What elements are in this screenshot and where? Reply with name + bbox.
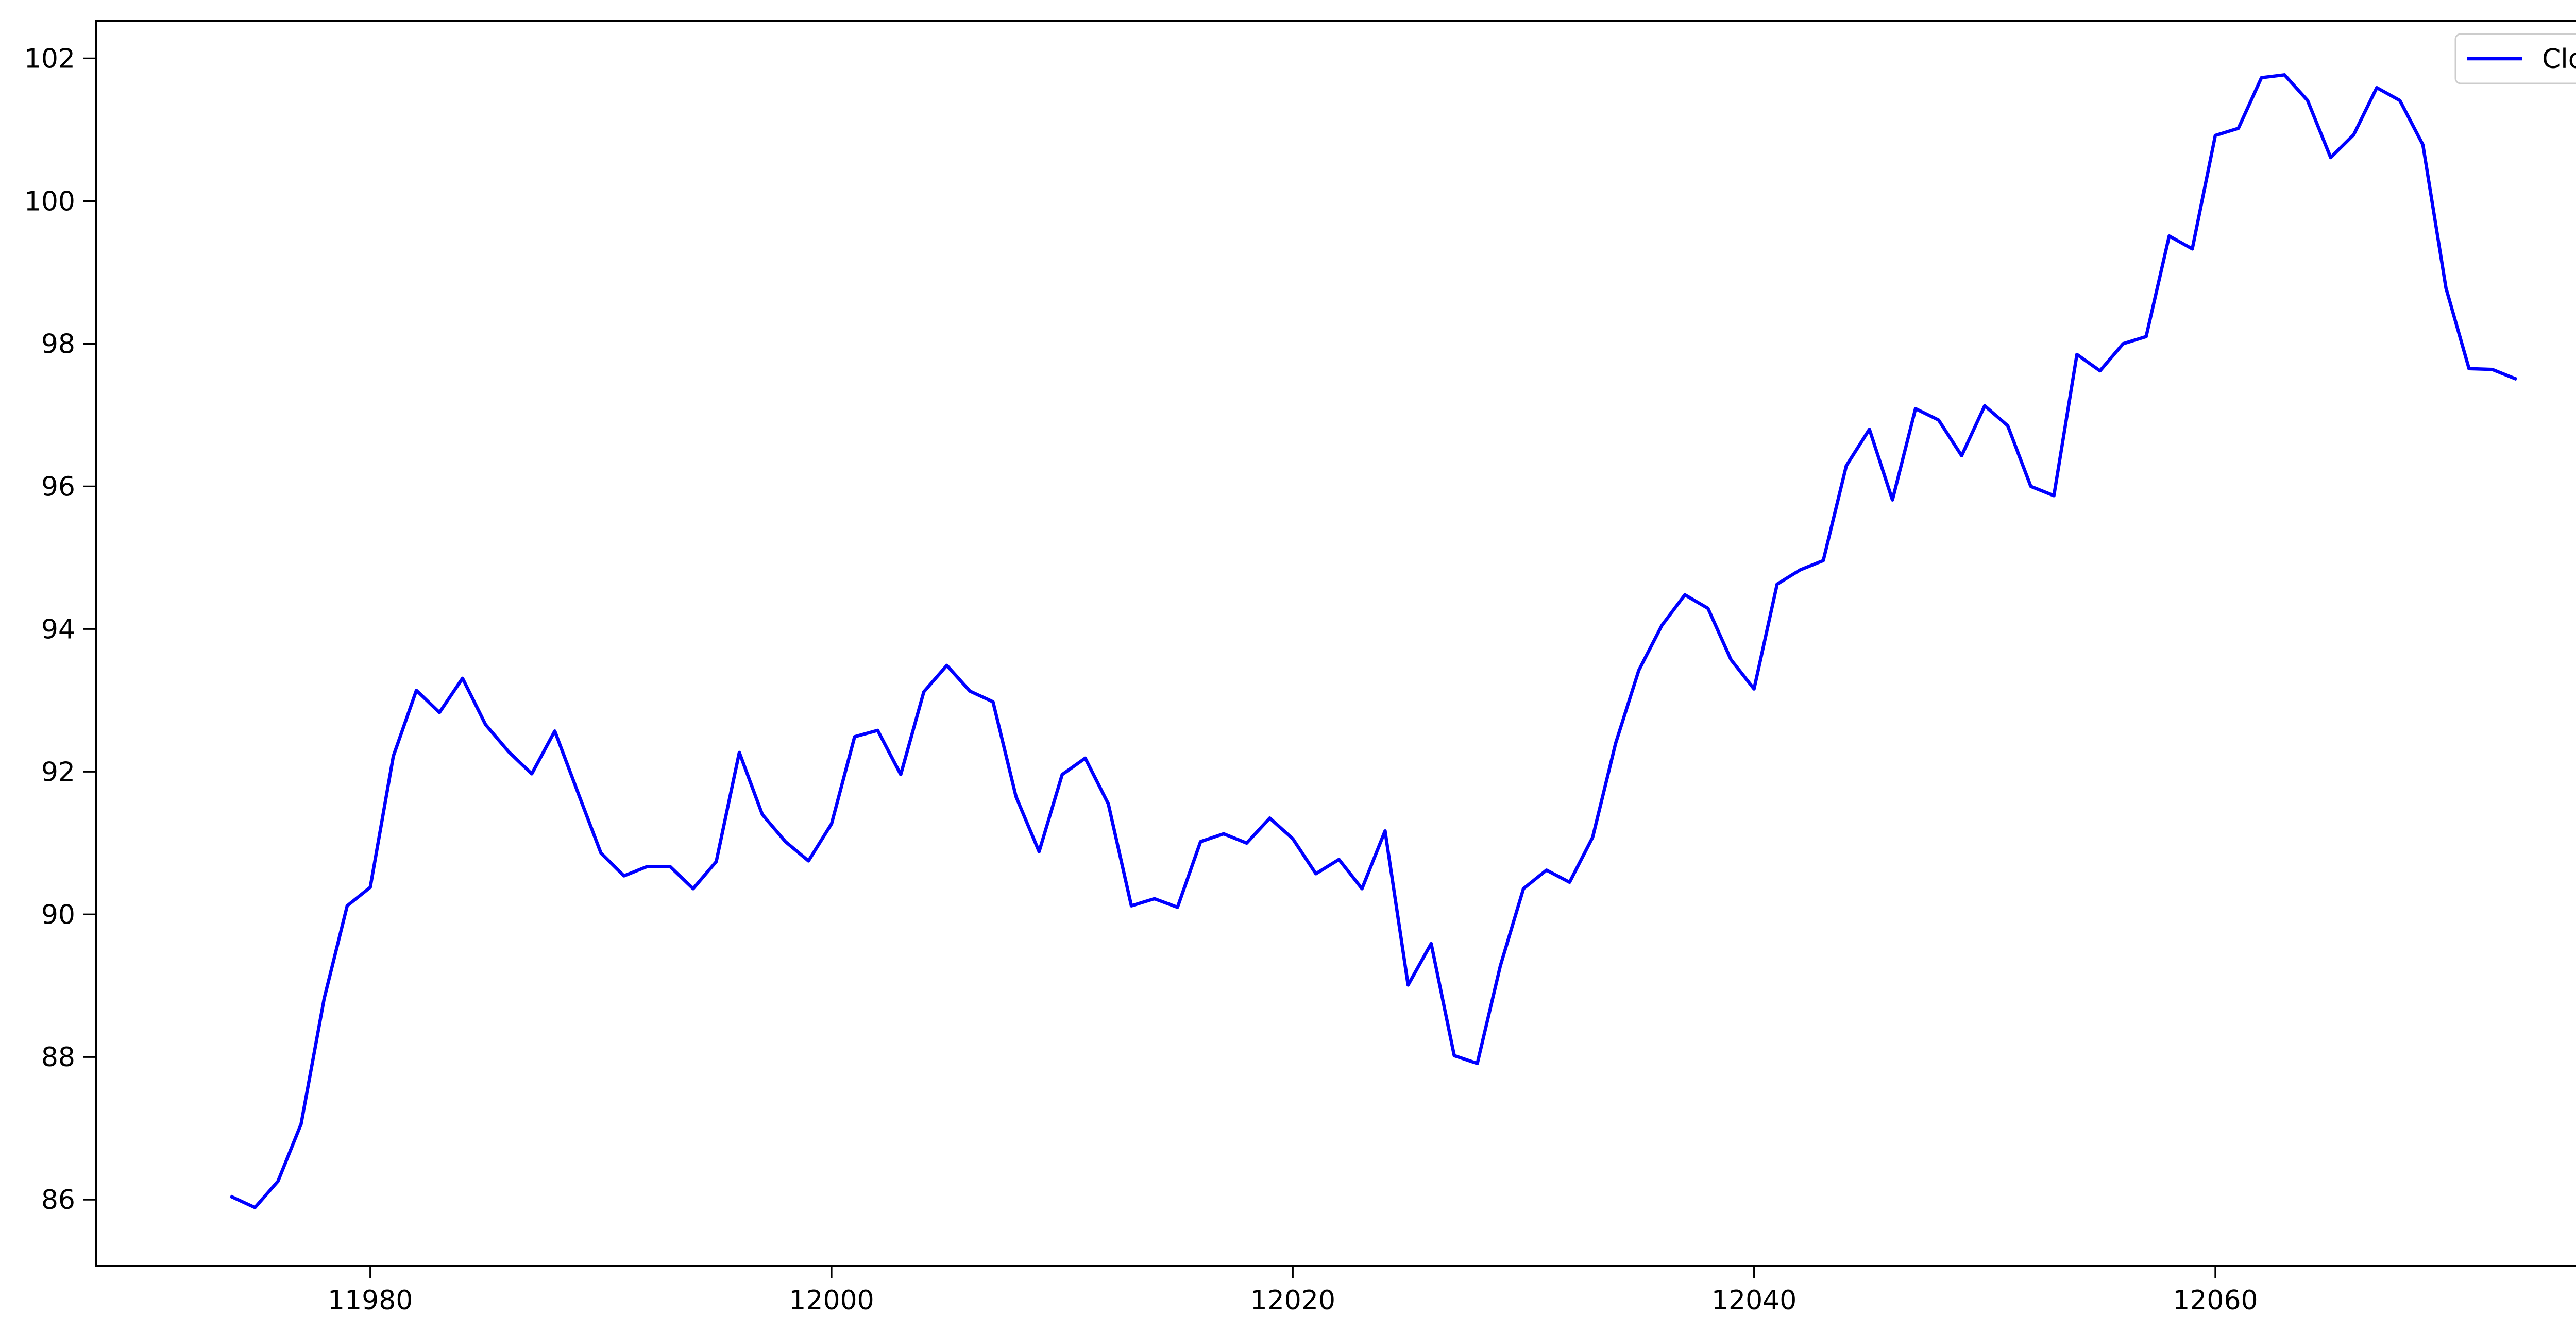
x-tick-label: 12000 [789,1285,874,1316]
y-tick-label: 92 [41,757,75,788]
data-point [1961,455,1962,456]
y-tick-label: 100 [24,186,75,217]
y-tick-label: 88 [41,1042,75,1073]
x-tick-label: 11980 [328,1285,413,1316]
y-axis: 86 88 90 92 94 96 98 100 102 [24,43,96,1216]
x-axis: 11980 12000 12020 12040 12060 [328,1266,2258,1316]
y-tick-label: 102 [24,43,75,74]
y-tick-label: 98 [41,329,75,360]
x-tick-label: 12040 [1711,1285,1797,1316]
data-point [2492,369,2493,370]
y-tick-label: 90 [41,899,75,930]
legend-label: Close [2542,44,2576,75]
data-point [877,730,878,731]
data-point [1154,898,1155,899]
data-point [324,998,325,999]
data-point [2238,128,2239,129]
data-point [1131,905,1132,906]
data-point [1523,888,1524,889]
data-point [739,752,740,753]
x-tick-label: 12020 [1250,1285,1335,1316]
data-point [2261,77,2262,78]
series-layer [229,73,2518,1209]
data-point [2330,157,2331,158]
data-point [1085,758,1086,759]
data-point [1592,837,1593,838]
data-point [716,861,717,862]
legend[interactable]: Close [2454,33,2576,84]
data-point [1638,670,1639,671]
data-point [1869,429,1870,430]
series-line-close [229,73,2518,1209]
data-point [2030,486,2031,487]
data-point [2353,134,2354,135]
x-tick-label: 12060 [2173,1285,2258,1316]
y-tick-label: 86 [41,1185,75,1216]
data-point [1477,1063,1478,1064]
data-point [1338,859,1339,860]
y-tick-label: 94 [41,614,75,645]
data-point [1177,907,1178,908]
plot-frame [95,20,2576,1267]
y-tick-label: 96 [41,471,75,502]
data-point [439,712,440,713]
data-point [416,690,417,691]
data-point [485,724,486,725]
